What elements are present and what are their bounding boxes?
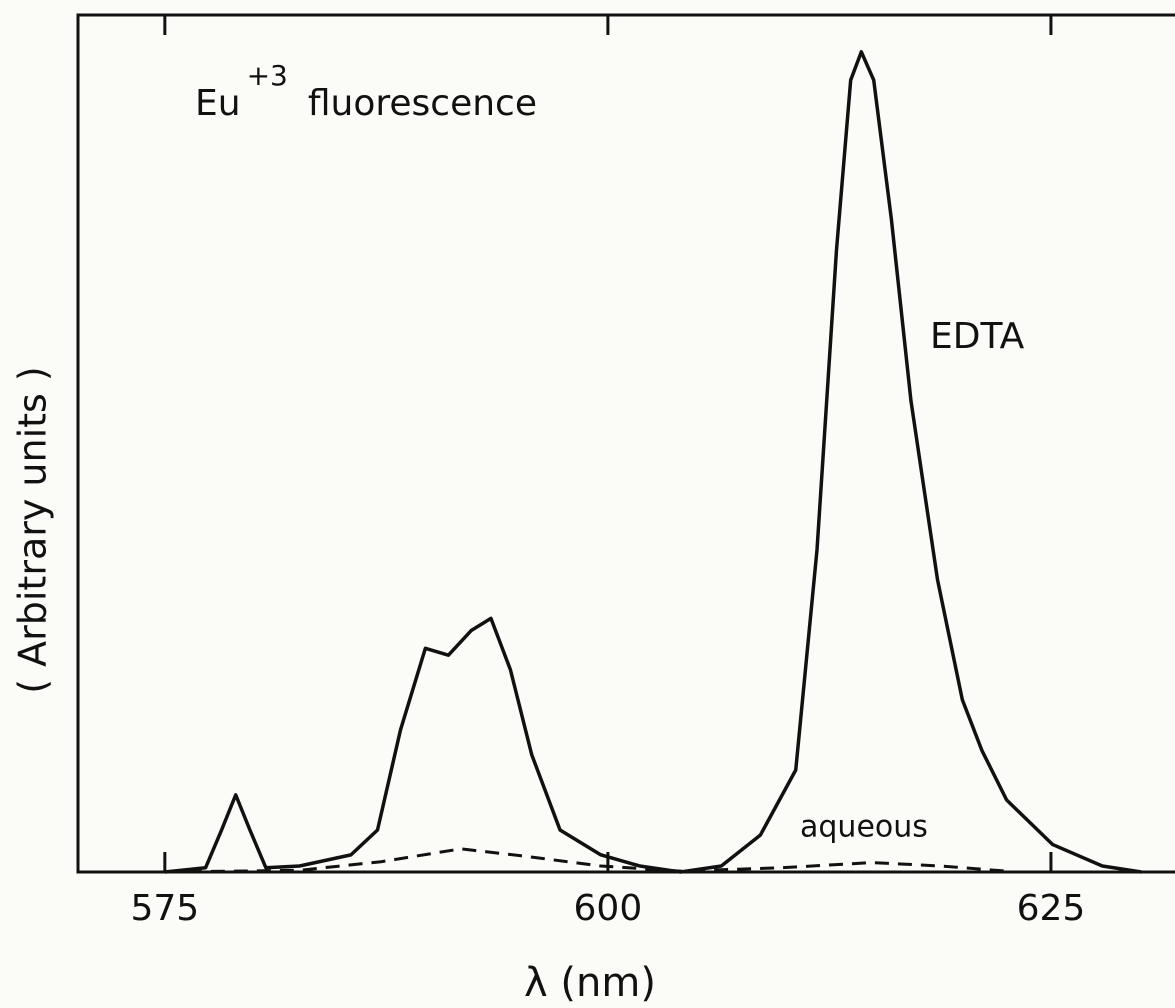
plot-frame	[76, 13, 1175, 874]
chart-title: Eu+3 fluorescence	[195, 59, 537, 124]
series-label: aqueous	[800, 810, 928, 845]
title-superscript: +3	[247, 59, 288, 92]
title-rest: fluorescence	[308, 83, 537, 124]
series-line	[164, 50, 1142, 874]
x-tick-label: 600	[574, 888, 643, 929]
series-label: EDTA	[930, 316, 1025, 357]
series-line	[164, 847, 1007, 874]
y-axis-label: ( Arbitrary units )	[11, 366, 55, 694]
x-axis-label: λ (nm)	[524, 960, 656, 1006]
x-tick-label: 575	[130, 888, 199, 929]
x-tick-label: 625	[1017, 888, 1086, 929]
title-base: Eu	[195, 83, 241, 124]
